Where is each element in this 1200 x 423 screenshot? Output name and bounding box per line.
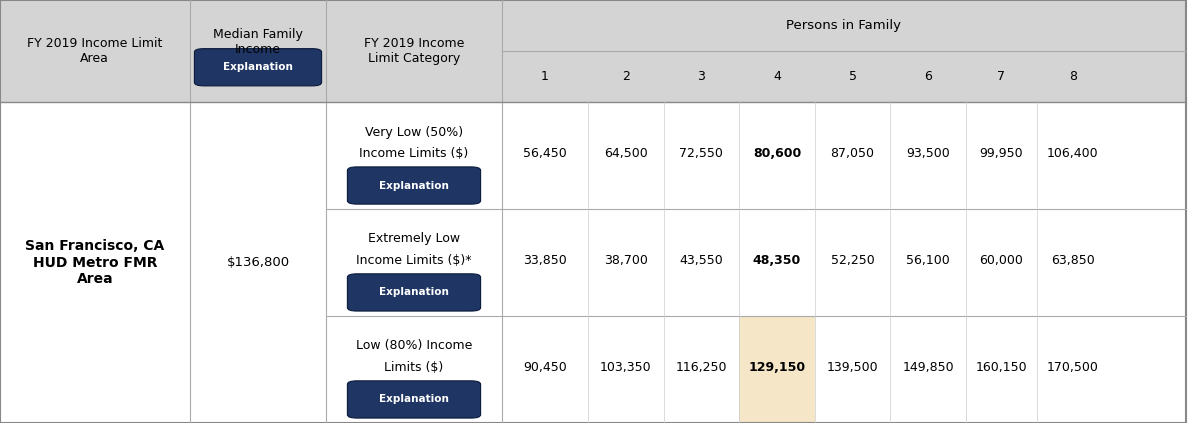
Text: FY 2019 Income
Limit Category: FY 2019 Income Limit Category bbox=[364, 37, 464, 65]
Text: Explanation: Explanation bbox=[379, 288, 449, 297]
Text: 87,050: 87,050 bbox=[830, 147, 875, 160]
Bar bbox=[326, 316, 502, 423]
Bar bbox=[739, 102, 815, 209]
Text: 129,150: 129,150 bbox=[749, 361, 805, 374]
Text: 149,850: 149,850 bbox=[902, 361, 954, 374]
Text: 60,000: 60,000 bbox=[979, 254, 1024, 267]
Text: Persons in Family: Persons in Family bbox=[786, 19, 901, 32]
Bar bbox=[588, 316, 664, 423]
Text: 93,500: 93,500 bbox=[906, 147, 950, 160]
Text: Limits ($): Limits ($) bbox=[384, 361, 444, 374]
Bar bbox=[664, 316, 739, 423]
Bar bbox=[890, 316, 966, 423]
Bar bbox=[326, 209, 502, 316]
Text: 38,700: 38,700 bbox=[604, 254, 648, 267]
Bar bbox=[326, 102, 502, 209]
FancyBboxPatch shape bbox=[348, 167, 480, 204]
Text: 6: 6 bbox=[924, 70, 932, 83]
Bar bbox=[664, 102, 739, 209]
Bar bbox=[815, 209, 890, 316]
Bar bbox=[890, 102, 966, 209]
Text: 2: 2 bbox=[622, 70, 630, 83]
Bar bbox=[0, 102, 190, 423]
Text: 7: 7 bbox=[997, 70, 1006, 83]
Bar bbox=[739, 209, 815, 316]
Bar bbox=[966, 102, 1037, 209]
Text: 103,350: 103,350 bbox=[600, 361, 652, 374]
FancyBboxPatch shape bbox=[348, 381, 480, 418]
Text: 48,350: 48,350 bbox=[752, 254, 802, 267]
Text: Explanation: Explanation bbox=[379, 395, 449, 404]
Text: Explanation: Explanation bbox=[223, 62, 293, 72]
Text: 116,250: 116,250 bbox=[676, 361, 727, 374]
Text: 3: 3 bbox=[697, 70, 706, 83]
Text: Explanation: Explanation bbox=[379, 181, 449, 190]
Bar bbox=[588, 209, 664, 316]
Text: 106,400: 106,400 bbox=[1046, 147, 1099, 160]
Text: 33,850: 33,850 bbox=[523, 254, 566, 267]
Bar bbox=[1037, 102, 1109, 209]
Text: 99,950: 99,950 bbox=[979, 147, 1024, 160]
Text: Median Family
Income: Median Family Income bbox=[214, 28, 302, 56]
Text: 52,250: 52,250 bbox=[830, 254, 875, 267]
Text: 56,450: 56,450 bbox=[523, 147, 566, 160]
Bar bbox=[190, 102, 326, 423]
FancyBboxPatch shape bbox=[194, 49, 322, 86]
Text: 43,550: 43,550 bbox=[679, 254, 724, 267]
Text: 1: 1 bbox=[541, 70, 548, 83]
Bar bbox=[815, 316, 890, 423]
Bar bbox=[966, 209, 1037, 316]
Text: Extremely Low: Extremely Low bbox=[368, 232, 460, 245]
Text: 72,550: 72,550 bbox=[679, 147, 724, 160]
Bar bbox=[966, 316, 1037, 423]
FancyBboxPatch shape bbox=[348, 274, 480, 311]
Text: Low (80%) Income: Low (80%) Income bbox=[356, 339, 472, 352]
Text: Very Low (50%): Very Low (50%) bbox=[365, 126, 463, 139]
Text: 56,100: 56,100 bbox=[906, 254, 950, 267]
Text: 139,500: 139,500 bbox=[827, 361, 878, 374]
Text: 90,450: 90,450 bbox=[523, 361, 566, 374]
Bar bbox=[502, 102, 588, 209]
Bar bbox=[664, 209, 739, 316]
Text: 8: 8 bbox=[1069, 70, 1076, 83]
Text: $136,800: $136,800 bbox=[227, 256, 289, 269]
Bar bbox=[815, 102, 890, 209]
Text: San Francisco, CA
HUD Metro FMR
Area: San Francisco, CA HUD Metro FMR Area bbox=[25, 239, 164, 286]
Text: 5: 5 bbox=[848, 70, 857, 83]
Text: 64,500: 64,500 bbox=[604, 147, 648, 160]
Text: 80,600: 80,600 bbox=[752, 147, 802, 160]
Bar bbox=[588, 102, 664, 209]
Bar bbox=[1037, 209, 1109, 316]
Bar bbox=[502, 316, 588, 423]
Bar bbox=[0, 0, 1186, 102]
Text: Income Limits ($)*: Income Limits ($)* bbox=[356, 254, 472, 267]
Text: FY 2019 Income Limit
Area: FY 2019 Income Limit Area bbox=[28, 37, 162, 65]
Bar bbox=[890, 209, 966, 316]
Text: 4: 4 bbox=[773, 70, 781, 83]
Text: 160,150: 160,150 bbox=[976, 361, 1027, 374]
Bar bbox=[1037, 316, 1109, 423]
Bar bbox=[739, 316, 815, 423]
Bar bbox=[502, 209, 588, 316]
Text: 63,850: 63,850 bbox=[1051, 254, 1094, 267]
Text: 170,500: 170,500 bbox=[1046, 361, 1099, 374]
Text: Income Limits ($): Income Limits ($) bbox=[359, 147, 469, 160]
